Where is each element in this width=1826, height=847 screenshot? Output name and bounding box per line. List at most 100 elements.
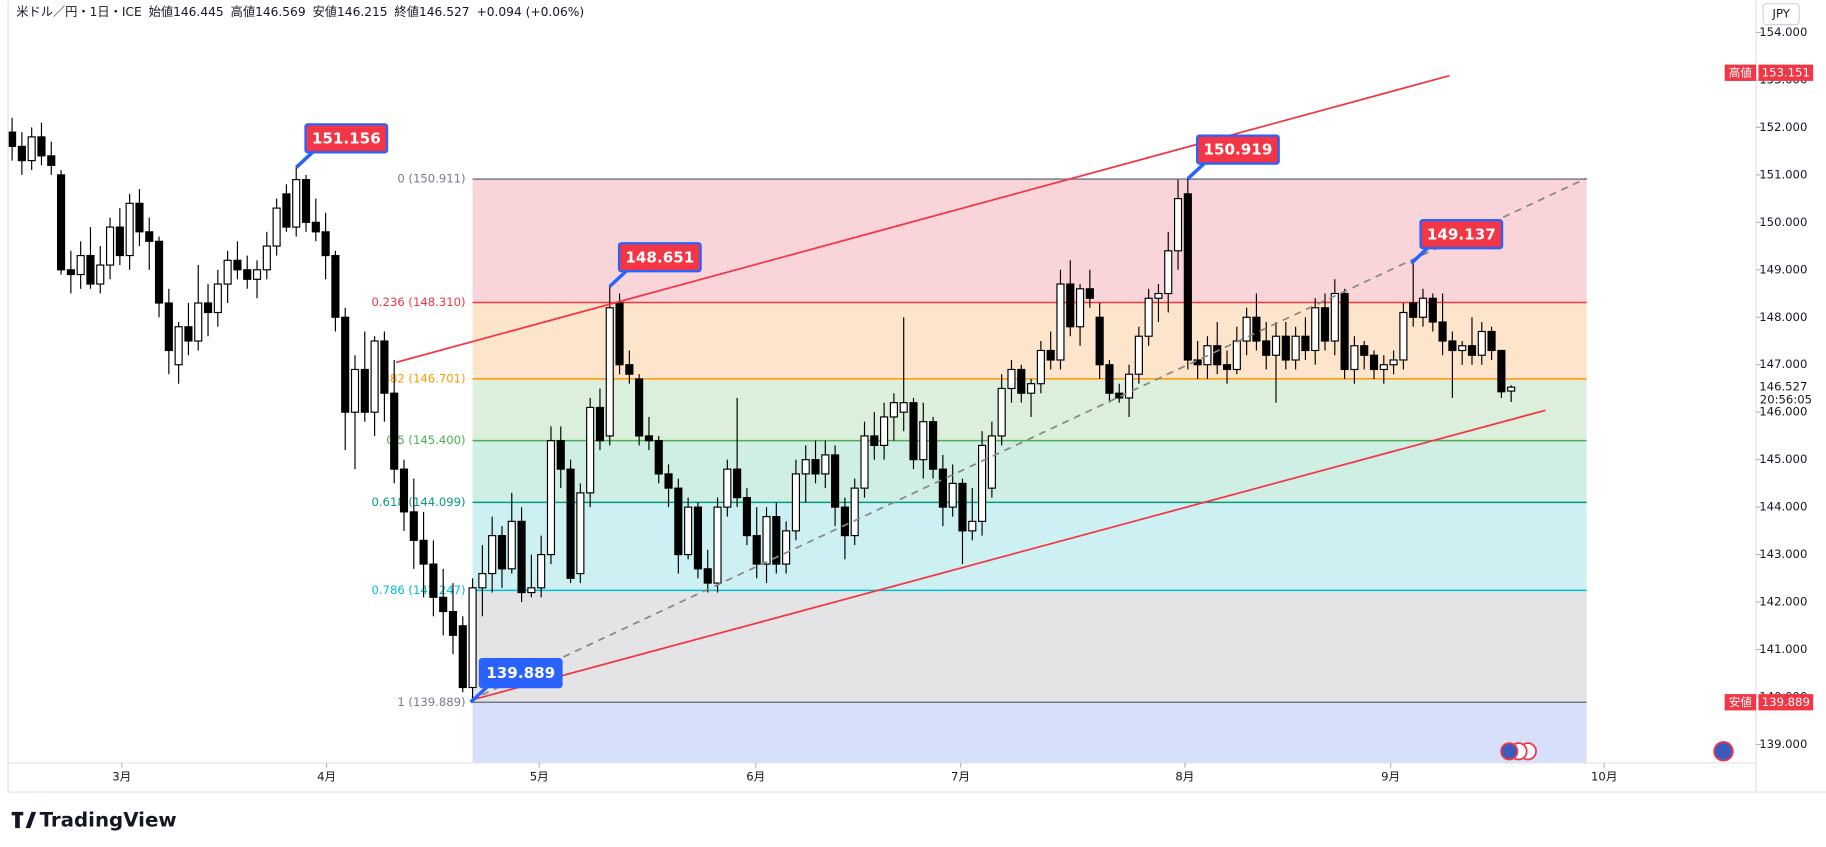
candle-body xyxy=(1497,349,1506,393)
candle-body xyxy=(1222,364,1232,371)
candle-body xyxy=(684,506,693,556)
candle-body xyxy=(860,435,869,489)
candle-body xyxy=(311,221,320,233)
candle-body xyxy=(1301,335,1310,352)
candle-body xyxy=(978,444,987,522)
trend-line xyxy=(395,74,1450,364)
candle-body xyxy=(164,302,173,352)
candle-body xyxy=(252,269,262,280)
callout-label: 149.137 xyxy=(1427,225,1496,243)
change: +0.094 (+0.06%) xyxy=(477,4,585,18)
candle-body xyxy=(733,468,742,499)
candle-body xyxy=(880,416,889,447)
candle-body xyxy=(1418,297,1428,318)
fib-zone xyxy=(472,440,1587,503)
candle-body xyxy=(7,131,17,147)
candle-body xyxy=(1017,368,1026,394)
x-tick-label: 7月 xyxy=(951,769,970,783)
candle-body xyxy=(17,145,26,162)
candle-body xyxy=(409,511,418,541)
candle-body xyxy=(468,587,477,689)
fib-label: 1 (139.889) xyxy=(397,695,465,709)
candle-body xyxy=(664,473,673,489)
candle-body xyxy=(292,179,301,228)
callout-box xyxy=(1195,134,1280,165)
candle-body xyxy=(1340,292,1349,371)
y-tick-label: 145.000 xyxy=(1759,452,1807,466)
candle-body xyxy=(752,535,761,565)
candle-body xyxy=(507,520,516,570)
fib-zone xyxy=(472,590,1587,703)
callout-pointer xyxy=(469,685,489,704)
candle-body xyxy=(419,539,428,565)
candle-body xyxy=(1438,321,1447,342)
high-label: 高値 xyxy=(231,3,255,18)
candle-body xyxy=(772,516,781,565)
candle-body xyxy=(791,473,800,532)
high-value: 146.569 xyxy=(255,4,306,18)
candle-body xyxy=(203,302,213,314)
candle-body xyxy=(1232,340,1241,371)
candle-body xyxy=(1409,302,1418,318)
fib-label: 0 (150.911) xyxy=(397,172,465,186)
currency[interactable]: JPY xyxy=(1772,7,1791,21)
candle-body xyxy=(282,193,291,228)
fib-zone xyxy=(472,702,1587,763)
candle-body xyxy=(154,240,164,304)
candle-body xyxy=(1467,345,1477,356)
callout-pointer xyxy=(295,151,314,169)
callout-box xyxy=(304,123,389,154)
candle-body xyxy=(1036,349,1045,385)
x-tick-label: 3月 xyxy=(112,769,131,783)
candle-body xyxy=(1350,345,1359,371)
logo[interactable]: TradingView xyxy=(11,809,177,832)
y-tick-label: 147.000 xyxy=(1759,357,1807,371)
candle-body xyxy=(654,440,663,475)
tag-name-box xyxy=(1724,64,1757,81)
candle-body xyxy=(889,402,898,418)
currency-button[interactable] xyxy=(1762,3,1800,26)
candle-body xyxy=(576,492,585,575)
candle-body xyxy=(76,254,85,276)
tag-name-box xyxy=(1724,694,1757,711)
candle-body xyxy=(1144,297,1153,337)
event-icon[interactable] xyxy=(1713,741,1734,762)
candle-body xyxy=(909,402,918,461)
candle-body xyxy=(537,554,546,589)
candle-body xyxy=(958,482,967,532)
fib-label: 0.618 (144.099) xyxy=(371,495,465,509)
candle-body xyxy=(870,435,879,447)
candle-body xyxy=(517,520,526,594)
event-icon[interactable] xyxy=(1500,742,1519,761)
candle-body xyxy=(145,231,154,242)
candle-body xyxy=(674,487,683,556)
flag-icons xyxy=(1500,741,1734,762)
candle-body xyxy=(497,535,507,570)
candle-body xyxy=(1252,316,1261,342)
candle-body xyxy=(399,468,409,513)
candle-body xyxy=(370,340,379,413)
callout-label: 150.919 xyxy=(1203,141,1272,159)
callout-pointer xyxy=(1410,246,1429,265)
candle-body xyxy=(66,269,75,276)
candle-body xyxy=(1056,283,1065,361)
candle-body xyxy=(390,392,399,470)
y-tick-label: 144.000 xyxy=(1759,500,1807,514)
candle-body xyxy=(233,259,242,271)
candle-body xyxy=(1507,386,1516,392)
candle-body xyxy=(566,468,575,579)
candle-body xyxy=(1379,364,1388,371)
candle-body xyxy=(213,283,222,314)
plot-area: 0 (150.911) 0.236 (148.310) 0.382 (146.701… xyxy=(7,74,1587,763)
y-tick-label: 141.000 xyxy=(1759,642,1807,656)
tag-value: 153.151 xyxy=(1762,65,1810,79)
candle-body xyxy=(938,468,947,508)
symbol: 米ドル／円・1日・ICE xyxy=(16,4,141,18)
callout-label: 139.889 xyxy=(486,664,555,682)
candle-body xyxy=(919,421,928,461)
candle-body xyxy=(1311,307,1320,352)
tag-value-box xyxy=(1758,694,1814,711)
candle-body xyxy=(527,587,536,594)
y-tick-label: 148.000 xyxy=(1759,310,1807,324)
candle-body xyxy=(272,207,281,247)
